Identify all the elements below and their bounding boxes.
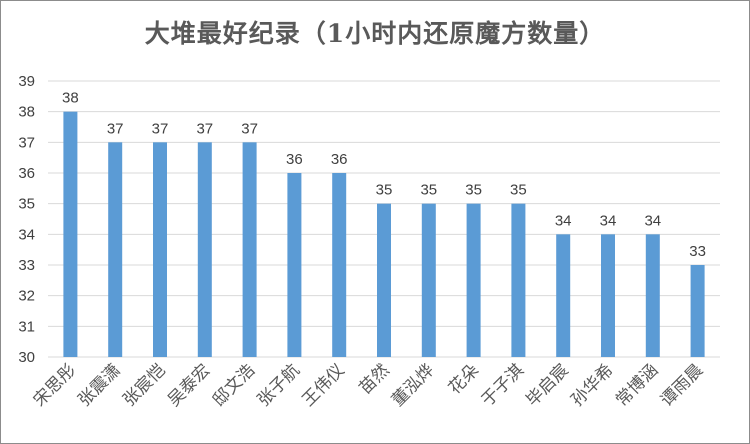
y-tick-label: 36 bbox=[18, 165, 35, 182]
data-label: 38 bbox=[62, 90, 79, 107]
bar bbox=[153, 142, 167, 357]
x-tick-label: 于子淇 bbox=[478, 360, 528, 410]
x-tick-label: 邸文浩 bbox=[209, 360, 259, 410]
data-label: 37 bbox=[107, 120, 124, 137]
y-tick-label: 37 bbox=[18, 134, 35, 151]
bar bbox=[242, 142, 257, 357]
data-label: 35 bbox=[376, 182, 393, 199]
data-label: 34 bbox=[600, 212, 617, 229]
data-label: 34 bbox=[644, 212, 661, 229]
bar bbox=[377, 203, 391, 357]
y-tick-label: 33 bbox=[18, 257, 35, 274]
y-tick-label: 35 bbox=[18, 196, 35, 213]
y-tick-label: 32 bbox=[18, 288, 35, 305]
data-label: 37 bbox=[241, 120, 258, 137]
bar bbox=[108, 142, 123, 357]
x-tick-label: 董泓烨 bbox=[388, 360, 438, 410]
data-label: 37 bbox=[196, 120, 213, 137]
data-label: 37 bbox=[152, 120, 169, 137]
y-tick-label: 39 bbox=[18, 73, 35, 90]
data-label: 33 bbox=[689, 243, 706, 260]
x-tick-label: 毕启宸 bbox=[523, 360, 573, 410]
x-tick-label: 王伟仪 bbox=[299, 360, 349, 410]
x-tick-label: 张宸恺 bbox=[119, 360, 169, 410]
data-label: 36 bbox=[331, 151, 348, 168]
y-tick-label: 30 bbox=[18, 349, 35, 366]
bar bbox=[63, 111, 78, 358]
bar bbox=[332, 173, 347, 357]
bar bbox=[287, 173, 302, 357]
data-label: 34 bbox=[555, 212, 572, 229]
x-tick-label: 张子航 bbox=[254, 360, 304, 410]
bar bbox=[466, 203, 481, 357]
chart-title: 大堆最好纪录（1小时内还原魔方数量） bbox=[144, 19, 606, 48]
bar bbox=[601, 234, 615, 357]
x-tick-label: 张震潇 bbox=[75, 360, 125, 410]
x-tick-label: 谭雨晨 bbox=[657, 360, 707, 410]
bar bbox=[645, 234, 660, 357]
bar bbox=[421, 203, 436, 357]
data-label: 36 bbox=[286, 151, 303, 168]
y-tick-label: 31 bbox=[18, 318, 35, 335]
y-tick-label: 34 bbox=[18, 226, 35, 243]
bar bbox=[197, 142, 212, 357]
x-tick-label: 花朵 bbox=[445, 360, 483, 398]
bar bbox=[556, 234, 571, 357]
x-tick-label: 吴泰宏 bbox=[164, 360, 214, 410]
x-tick-label: 宋思彤 bbox=[30, 360, 80, 410]
x-tick-label: 苗然 bbox=[355, 360, 393, 398]
x-tick-label: 常博涵 bbox=[612, 360, 662, 410]
y-tick-label: 38 bbox=[18, 104, 35, 121]
x-tick-label: 孙华希 bbox=[567, 360, 617, 410]
bar bbox=[690, 265, 705, 357]
data-label: 35 bbox=[465, 182, 482, 199]
data-label: 35 bbox=[510, 182, 527, 199]
bar bbox=[511, 203, 526, 357]
data-label: 35 bbox=[420, 182, 437, 199]
